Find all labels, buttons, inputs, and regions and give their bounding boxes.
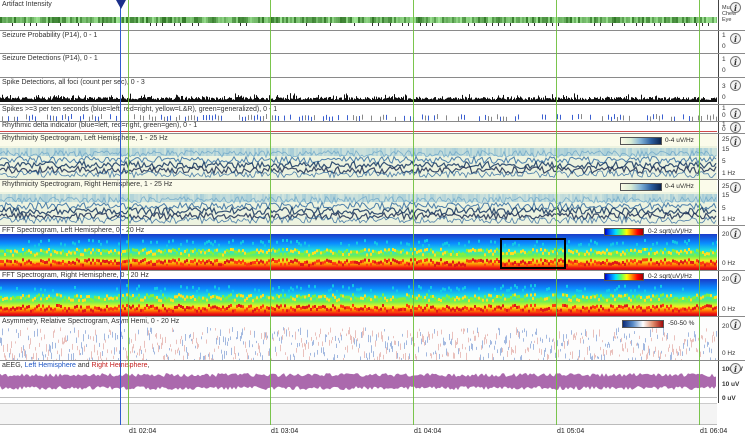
info-icon[interactable]: i [730,273,741,284]
panel-title: Rhythmicity Spectrogram, Right Hemispher… [2,181,172,188]
artifact-intensity-panel: Artifact Intensity Muscle Chew Eye i [0,0,745,31]
axis-label-0hz: 0 Hz [722,306,735,313]
panel-title: FFT Spectrogram, Right Hemisphere, 0 - 2… [2,272,149,279]
rhythmic-delta-panel: Rhythmic delta indicator (blue=left, red… [0,122,745,134]
axis-label-max: 1 [722,56,726,63]
axis-label-max: 1 [722,105,726,112]
seizure-detections-panel: Seizure Detections (P14), 0 - 1 1 0 i [0,54,745,78]
spike-detections-panel: Spike Detections, all foci (count per se… [0,78,745,105]
spikes-per-ten-seconds-panel: Spikes >=3 per ten seconds (blue=left, r… [0,105,745,122]
axis-label-eye: Eye [722,17,731,23]
panel-title: aEEG, Left Hemisphere and Right Hemisphe… [2,362,150,369]
time-label: d1 03:04 [271,428,298,435]
panel-title: Artifact Intensity [2,1,52,8]
fft-colorbar [604,228,644,236]
info-icon[interactable]: i [730,136,741,147]
axis-label-0hz: 0 Hz [722,260,735,267]
axis-label-max: 1 [722,32,726,39]
axis-label-0uv: 0 uV [722,395,736,402]
colorbar-scale-label: 0-2 sqrt(uV)/Hz [648,228,692,235]
info-icon[interactable]: i [730,182,741,193]
info-icon[interactable]: i [730,363,741,374]
panel-title: FFT Spectrogram, Left Hemisphere, 0 - 20… [2,227,144,234]
artifact-intensity-plot [0,0,717,30]
info-icon[interactable]: i [730,122,741,133]
info-icon[interactable]: i [730,2,741,13]
axis-label-min: 0 [722,43,726,50]
rhythmicity-right-panel: Rhythmicity Spectrogram, Right Hemispher… [0,180,745,226]
aeeg-title-prefix: aEEG, [2,362,25,369]
seizure-probability-panel: Seizure Probability (P14), 0 - 1 1 0 i [0,31,745,54]
aeeg-title-suffix: , [148,362,150,369]
aeeg-title-left: Left Hemisphere [25,362,76,369]
axis-label-min: 0 [722,94,726,101]
axis-label-5: 5 [722,158,726,165]
panel-title: Spikes >=3 per ten seconds (blue=left, r… [2,106,277,113]
info-icon[interactable]: i [730,56,741,67]
axis-label-5: 5 [722,205,726,212]
time-label: d1 05:04 [557,428,584,435]
info-icon[interactable]: i [730,228,741,239]
panel-title: Asymmetry, Relative Spectrogram, Asym He… [2,318,179,325]
axis-label-15: 15 [722,192,729,199]
axis-label-10uv: 10 uV [722,381,739,388]
time-label: d1 06:04 [700,428,727,435]
info-icon[interactable]: i [730,33,741,44]
asymmetry-colorbar [622,320,664,328]
axis-label-15: 15 [722,146,729,153]
axis-label-0hz: 0 Hz [722,350,735,357]
panel-title: Rhythmicity Spectrogram, Left Hemisphere… [2,135,168,142]
info-icon[interactable]: i [730,319,741,330]
time-cursor-line[interactable] [120,0,121,425]
time-label: d1 04:04 [414,428,441,435]
time-cursor-handle[interactable] [116,0,126,9]
fft-right-panel: FFT Spectrogram, Right Hemisphere, 0 - 2… [0,271,745,317]
panel-title: Rhythmic delta indicator (blue=left, red… [2,122,197,129]
colorbar-scale-label: 0-2 sqrt(uV)/Hz [648,273,692,280]
asymmetry-panel: Asymmetry, Relative Spectrogram, Asym He… [0,317,745,361]
timeline-band [0,403,717,425]
selection-box[interactable] [500,238,566,269]
panel-title: Seizure Detections (P14), 0 - 1 [2,55,98,62]
rhythmicity-colorbar [620,183,662,191]
info-icon[interactable]: i [730,108,741,119]
panel-title: Spike Detections, all foci (count per se… [2,79,145,86]
colorbar-scale-label: 0-4 uV/Hz [665,183,694,190]
rhythmicity-left-panel: Rhythmicity Spectrogram, Left Hemisphere… [0,134,745,180]
fft-colorbar [604,273,644,281]
axis-label-1hz: 1 Hz [722,170,735,177]
info-icon[interactable]: i [730,80,741,91]
axis-label-1hz: 1 Hz [722,216,735,223]
colorbar-scale-label: -50-50 % [668,320,694,327]
axis-label-min: 0 [722,126,726,133]
panel-title: Seizure Probability (P14), 0 - 1 [2,32,97,39]
fft-left-panel: FFT Spectrogram, Left Hemisphere, 0 - 20… [0,226,745,271]
time-label: d1 02:04 [129,428,156,435]
aeeg-panel: aEEG, Left Hemisphere and Right Hemisphe… [0,361,745,403]
axis-label-min: 0 [722,112,726,119]
aeeg-title-and: and [76,362,92,369]
rhythmicity-colorbar [620,137,662,145]
axis-label-min: 0 [722,67,726,74]
axis-label-max: 3 [722,83,726,90]
colorbar-scale-label: 0-4 uV/Hz [665,137,694,144]
